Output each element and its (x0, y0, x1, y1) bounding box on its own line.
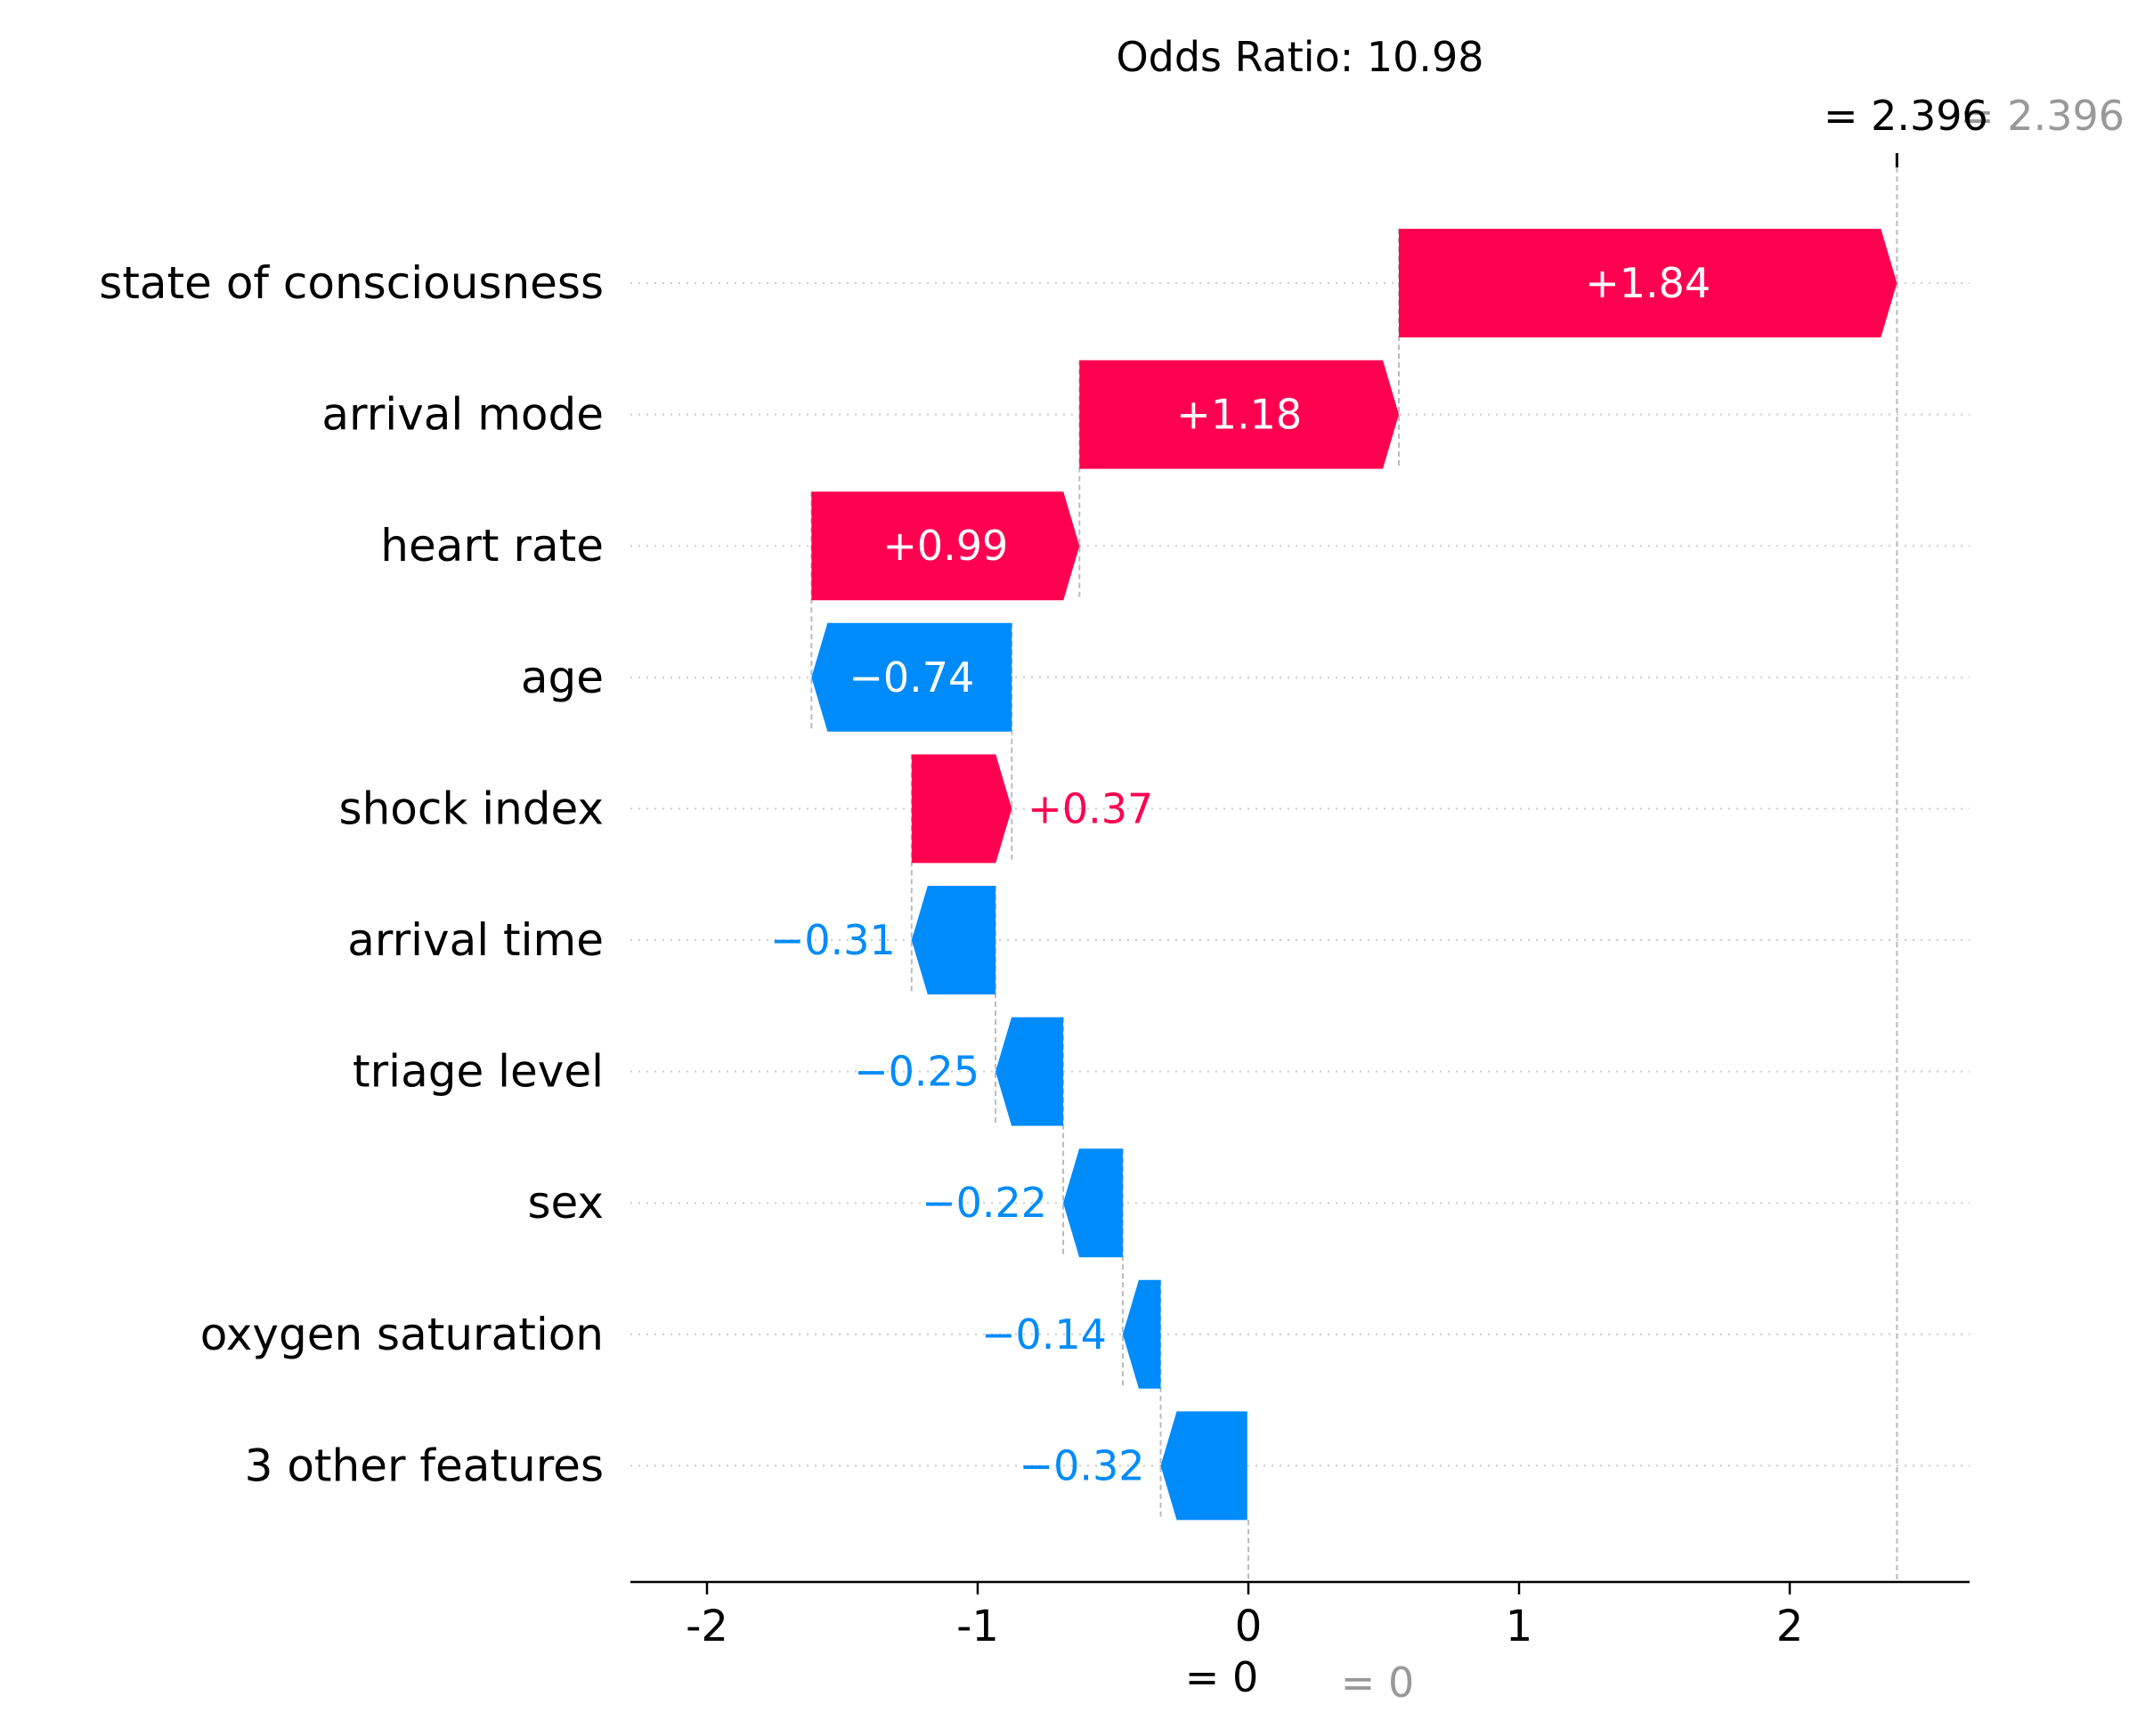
final-value-label-faint: = 2.396 (1960, 92, 2125, 140)
bar-sex (1063, 1148, 1123, 1258)
bar-heart-rate (811, 491, 1080, 601)
feature-name: sex (527, 1177, 604, 1229)
value-label: −0.74 (849, 653, 974, 702)
feature-name: age (521, 652, 604, 703)
feature-name: 3 other features (245, 1440, 604, 1491)
feature-name: triage level (353, 1046, 604, 1098)
chart-title: Odds Ratio: 10.98 (1116, 33, 1483, 81)
bar-triage-level (995, 1017, 1064, 1126)
value-label: −0.32 (1020, 1441, 1145, 1489)
x-tick-label: 2 (1776, 1602, 1804, 1651)
value-label: +1.84 (1585, 259, 1710, 307)
base-value-label: = 0 (1185, 1653, 1258, 1701)
feature-name: arrival mode (321, 389, 604, 441)
bar-3-other-features (1160, 1411, 1247, 1521)
bar-shock-index (911, 754, 1012, 864)
value-label: −0.14 (981, 1310, 1107, 1359)
x-tick-label: 1 (1506, 1602, 1533, 1651)
feature-name: heart rate (380, 520, 604, 572)
bars (811, 229, 1897, 1521)
value-label: −0.25 (854, 1048, 979, 1096)
value-label: +0.99 (882, 522, 1008, 570)
feature-name: state of consciousness (99, 257, 604, 309)
feature-name: shock index (339, 783, 604, 834)
x-tick-label: -1 (956, 1602, 999, 1651)
base-value-label-faint: = 0 (1341, 1659, 1414, 1707)
bar-age (811, 622, 1012, 732)
value-label: +1.18 (1176, 391, 1302, 439)
bar-arrival-mode (1079, 360, 1400, 469)
value-label: −0.22 (922, 1179, 1047, 1227)
x-axis: -2 -1 0 1 2 = 0 = 0 (630, 1580, 1970, 1707)
value-label: −0.31 (770, 916, 896, 964)
feature-name: arrival time (347, 914, 604, 966)
feature-labels: +1.84 state of consciousness +1.18 arrival … (99, 92, 2125, 1491)
bar-state-of-consciousness (1399, 229, 1897, 337)
value-label: +0.37 (1028, 784, 1153, 832)
feature-name: oxygen saturation (200, 1309, 604, 1360)
bar-oxygen-saturation (1122, 1279, 1161, 1389)
x-tick-label: 0 (1235, 1602, 1263, 1651)
x-tick-label: -2 (686, 1602, 728, 1651)
bar-arrival-time (911, 886, 996, 994)
final-value-label: = 2.396 (1824, 92, 1988, 140)
